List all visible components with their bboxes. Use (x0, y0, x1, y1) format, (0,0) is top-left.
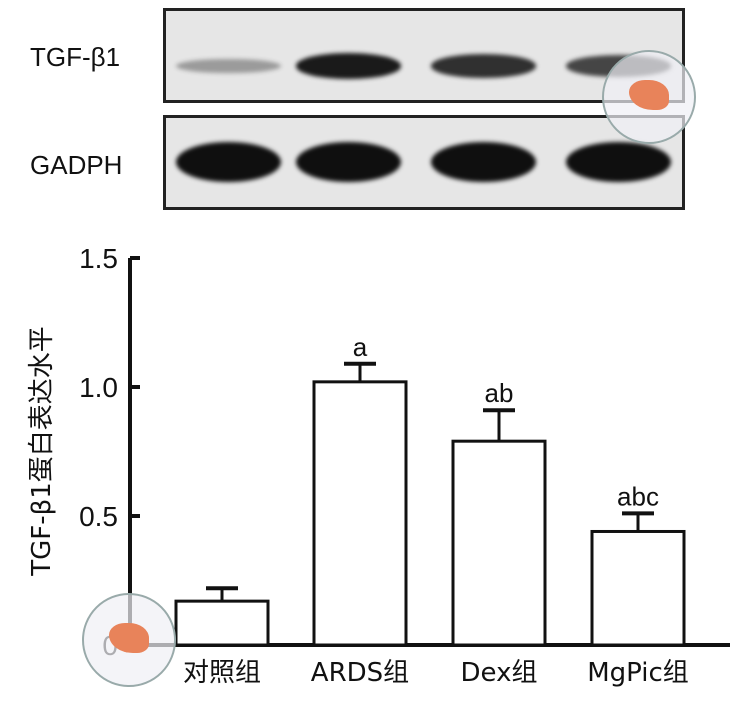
bar (174, 599, 270, 647)
blot-band (296, 142, 401, 182)
x-tick-label: ARDS组 (311, 658, 409, 688)
y-tick-label: 1.0 (79, 372, 118, 403)
y-tick-label: 1.5 (79, 243, 118, 274)
significance-label: abc (617, 481, 659, 511)
blot-label-gadph: GADPH (30, 150, 123, 180)
bar (590, 529, 686, 647)
significance-label: ab (485, 378, 514, 408)
y-axis-label: TGF-β1蛋白表达水平 (27, 326, 57, 577)
bar (312, 380, 408, 647)
x-tick-label: MgPic组 (587, 658, 689, 688)
blot-band (176, 58, 281, 74)
y-tick-label: 0.5 (79, 501, 118, 532)
x-tick-label: Dex组 (461, 658, 538, 688)
blot-band (566, 142, 671, 182)
watermark-stamp (82, 593, 176, 687)
western-blot-gadph (163, 115, 685, 210)
blot-label-tgf: TGF-β1 (30, 42, 121, 72)
watermark-stamp (602, 50, 696, 144)
bar (451, 439, 547, 647)
blot-band (431, 142, 536, 182)
x-tick-label: 对照组 (183, 658, 261, 688)
blot-band (176, 142, 281, 182)
significance-label: a (353, 332, 368, 362)
blot-band (431, 54, 536, 78)
blot-band (296, 53, 401, 79)
